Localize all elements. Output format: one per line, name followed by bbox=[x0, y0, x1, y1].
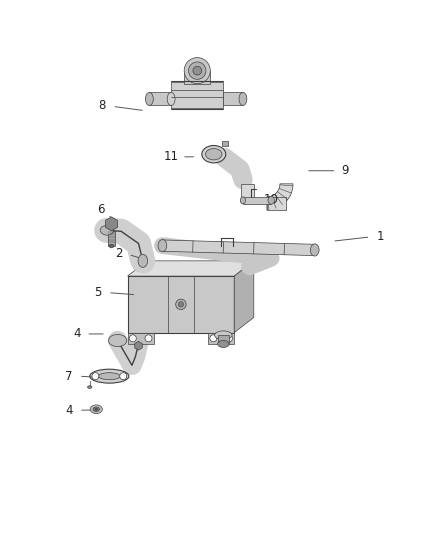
Polygon shape bbox=[243, 197, 271, 204]
Ellipse shape bbox=[241, 199, 254, 204]
Circle shape bbox=[193, 66, 201, 75]
Polygon shape bbox=[149, 92, 171, 106]
Ellipse shape bbox=[88, 386, 92, 389]
Polygon shape bbox=[184, 71, 210, 84]
Polygon shape bbox=[208, 333, 234, 344]
Polygon shape bbox=[218, 335, 229, 344]
Text: 1: 1 bbox=[376, 230, 384, 244]
Circle shape bbox=[226, 335, 233, 342]
Ellipse shape bbox=[90, 405, 102, 414]
Ellipse shape bbox=[100, 225, 113, 235]
Circle shape bbox=[178, 302, 184, 307]
Polygon shape bbox=[135, 341, 142, 350]
Ellipse shape bbox=[215, 331, 232, 340]
Text: 5: 5 bbox=[94, 286, 102, 299]
Polygon shape bbox=[162, 240, 315, 256]
Ellipse shape bbox=[239, 92, 247, 106]
Circle shape bbox=[92, 373, 99, 379]
Ellipse shape bbox=[202, 146, 226, 163]
Text: 2: 2 bbox=[115, 247, 123, 260]
Polygon shape bbox=[127, 261, 254, 276]
Ellipse shape bbox=[90, 369, 129, 383]
Ellipse shape bbox=[109, 334, 127, 346]
Polygon shape bbox=[109, 231, 115, 246]
Polygon shape bbox=[106, 217, 117, 231]
Ellipse shape bbox=[95, 408, 98, 410]
Circle shape bbox=[210, 335, 217, 342]
Ellipse shape bbox=[158, 239, 167, 252]
Ellipse shape bbox=[268, 197, 275, 204]
Ellipse shape bbox=[93, 407, 99, 411]
Text: 8: 8 bbox=[98, 99, 105, 112]
Circle shape bbox=[129, 335, 136, 342]
Ellipse shape bbox=[240, 197, 246, 204]
Ellipse shape bbox=[145, 92, 153, 106]
Polygon shape bbox=[127, 333, 154, 344]
Ellipse shape bbox=[167, 92, 175, 106]
Polygon shape bbox=[267, 197, 286, 210]
Text: 10: 10 bbox=[264, 192, 279, 206]
Polygon shape bbox=[223, 141, 228, 147]
Ellipse shape bbox=[205, 149, 222, 160]
Text: 7: 7 bbox=[65, 370, 73, 383]
Circle shape bbox=[145, 335, 152, 342]
Ellipse shape bbox=[110, 244, 114, 248]
Text: 9: 9 bbox=[342, 164, 349, 177]
Ellipse shape bbox=[99, 373, 120, 379]
Text: 11: 11 bbox=[164, 150, 179, 163]
Polygon shape bbox=[241, 184, 254, 201]
Text: 4: 4 bbox=[74, 327, 81, 341]
Circle shape bbox=[120, 373, 127, 379]
Ellipse shape bbox=[311, 244, 319, 256]
Text: 3: 3 bbox=[220, 332, 227, 345]
Ellipse shape bbox=[218, 341, 229, 348]
Polygon shape bbox=[223, 92, 243, 106]
Polygon shape bbox=[127, 276, 234, 333]
Polygon shape bbox=[171, 82, 223, 108]
Text: 6: 6 bbox=[97, 203, 104, 215]
Polygon shape bbox=[267, 184, 293, 210]
Ellipse shape bbox=[138, 254, 148, 268]
Circle shape bbox=[188, 62, 206, 79]
Circle shape bbox=[184, 58, 210, 84]
Circle shape bbox=[176, 299, 186, 310]
Polygon shape bbox=[234, 261, 254, 333]
Text: 4: 4 bbox=[65, 403, 73, 417]
